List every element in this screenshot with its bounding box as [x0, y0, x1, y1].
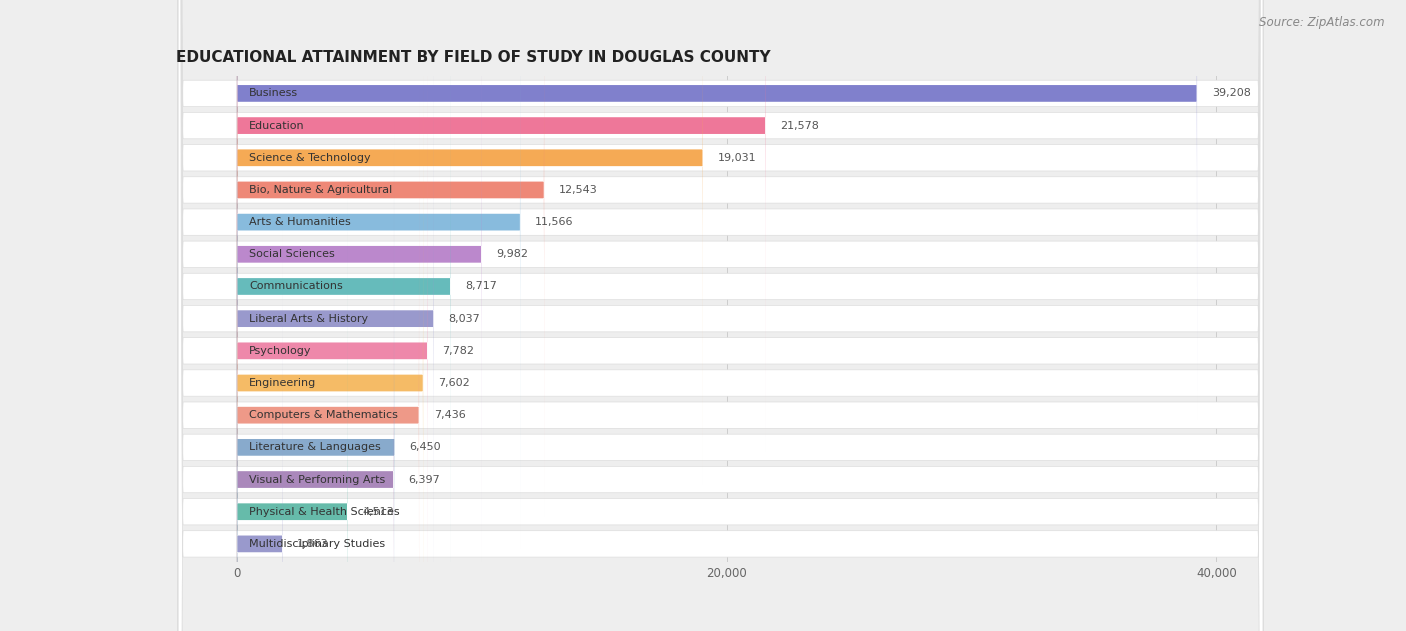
Text: 19,031: 19,031 [717, 153, 756, 163]
Text: 39,208: 39,208 [1212, 88, 1250, 98]
FancyBboxPatch shape [238, 153, 394, 631]
FancyBboxPatch shape [238, 0, 765, 452]
Text: 21,578: 21,578 [780, 121, 818, 131]
FancyBboxPatch shape [179, 0, 1263, 631]
Text: Source: ZipAtlas.com: Source: ZipAtlas.com [1260, 16, 1385, 29]
FancyBboxPatch shape [238, 186, 347, 631]
Text: 8,037: 8,037 [449, 314, 481, 324]
Text: 9,982: 9,982 [496, 249, 529, 259]
Text: EDUCATIONAL ATTAINMENT BY FIELD OF STUDY IN DOUGLAS COUNTY: EDUCATIONAL ATTAINMENT BY FIELD OF STUDY… [176, 50, 770, 65]
Text: Physical & Health Sciences: Physical & Health Sciences [249, 507, 399, 517]
Text: Education: Education [249, 121, 305, 131]
FancyBboxPatch shape [238, 218, 283, 631]
Text: Psychology: Psychology [249, 346, 312, 356]
Text: Computers & Mathematics: Computers & Mathematics [249, 410, 398, 420]
FancyBboxPatch shape [179, 0, 1263, 631]
Text: Science & Technology: Science & Technology [249, 153, 371, 163]
FancyBboxPatch shape [238, 0, 481, 581]
FancyBboxPatch shape [238, 0, 450, 613]
FancyBboxPatch shape [238, 0, 703, 484]
Text: 7,602: 7,602 [437, 378, 470, 388]
Text: 1,863: 1,863 [297, 539, 329, 549]
FancyBboxPatch shape [179, 0, 1263, 631]
Text: 6,450: 6,450 [409, 442, 441, 452]
FancyBboxPatch shape [179, 0, 1263, 631]
FancyBboxPatch shape [238, 121, 395, 631]
FancyBboxPatch shape [238, 57, 423, 631]
FancyBboxPatch shape [179, 0, 1263, 631]
FancyBboxPatch shape [179, 0, 1263, 631]
Text: 11,566: 11,566 [534, 217, 574, 227]
FancyBboxPatch shape [238, 0, 434, 631]
FancyBboxPatch shape [238, 0, 544, 516]
FancyBboxPatch shape [179, 0, 1263, 631]
Text: Arts & Humanities: Arts & Humanities [249, 217, 352, 227]
FancyBboxPatch shape [238, 0, 1197, 420]
FancyBboxPatch shape [179, 0, 1263, 631]
Text: Engineering: Engineering [249, 378, 316, 388]
Text: 12,543: 12,543 [558, 185, 598, 195]
Text: 7,782: 7,782 [443, 346, 474, 356]
FancyBboxPatch shape [179, 0, 1263, 631]
Text: Business: Business [249, 88, 298, 98]
Text: Multidisciplinary Studies: Multidisciplinary Studies [249, 539, 385, 549]
Text: Communications: Communications [249, 281, 343, 292]
FancyBboxPatch shape [179, 0, 1263, 631]
Text: Bio, Nature & Agricultural: Bio, Nature & Agricultural [249, 185, 392, 195]
FancyBboxPatch shape [238, 89, 419, 631]
FancyBboxPatch shape [179, 0, 1263, 631]
FancyBboxPatch shape [238, 25, 427, 631]
FancyBboxPatch shape [179, 0, 1263, 631]
Text: Social Sciences: Social Sciences [249, 249, 335, 259]
Text: Visual & Performing Arts: Visual & Performing Arts [249, 475, 385, 485]
FancyBboxPatch shape [179, 0, 1263, 631]
FancyBboxPatch shape [179, 0, 1263, 631]
FancyBboxPatch shape [179, 0, 1263, 631]
Text: 8,717: 8,717 [465, 281, 496, 292]
Text: 4,513: 4,513 [363, 507, 394, 517]
Text: 7,436: 7,436 [433, 410, 465, 420]
Text: 6,397: 6,397 [408, 475, 440, 485]
FancyBboxPatch shape [238, 0, 520, 548]
Text: Liberal Arts & History: Liberal Arts & History [249, 314, 368, 324]
Text: Literature & Languages: Literature & Languages [249, 442, 381, 452]
